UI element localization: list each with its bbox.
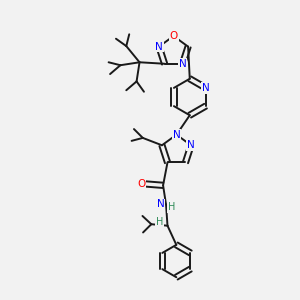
- Text: O: O: [137, 179, 146, 189]
- Text: N: N: [157, 200, 165, 209]
- Text: H: H: [156, 217, 163, 227]
- Text: N: N: [179, 59, 186, 69]
- Text: H: H: [168, 202, 175, 212]
- Text: N: N: [187, 140, 195, 150]
- Text: N: N: [155, 42, 163, 52]
- Text: N: N: [172, 130, 180, 140]
- Text: O: O: [169, 31, 178, 41]
- Text: N: N: [202, 83, 209, 93]
